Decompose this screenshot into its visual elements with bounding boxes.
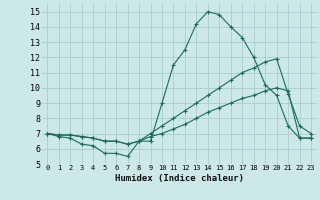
X-axis label: Humidex (Indice chaleur): Humidex (Indice chaleur) [115,174,244,183]
